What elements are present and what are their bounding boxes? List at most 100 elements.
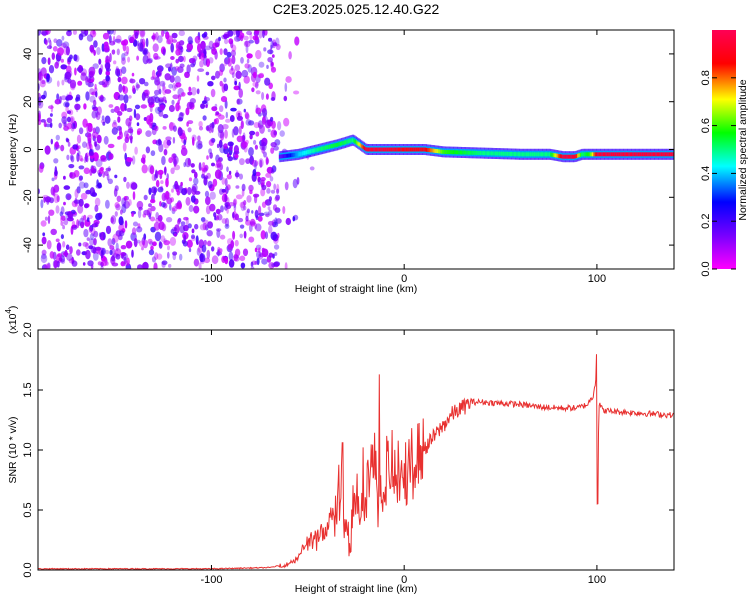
noise-blob [177,100,180,105]
y-tick-label: 0 [22,146,34,152]
noise-blob [227,57,232,67]
noise-blob [263,47,267,52]
noise-blob [265,199,269,205]
carrier-core [381,147,384,152]
noise-blob [46,117,53,124]
noise-blob [150,150,156,157]
noise-blob [220,205,224,213]
noise-blob [120,209,123,215]
noise-blob [223,48,228,56]
carrier-core [289,153,293,158]
noise-blob [216,162,224,171]
noise-blob [173,233,177,237]
noise-blob [41,264,48,269]
noise-blob [196,239,199,246]
noise-blob [83,103,87,110]
noise-blob [233,30,237,36]
noise-blob [55,238,60,243]
noise-blob [168,83,174,89]
carrier-core [416,147,419,152]
carrier-core [376,147,379,152]
noise-blob [270,44,273,50]
noise-blob [135,113,141,121]
noise-blob [235,30,240,38]
noise-blob [294,36,300,46]
noise-blob [66,110,72,114]
noise-blob [208,40,214,49]
carrier-core [500,151,503,156]
noise-blob [50,138,53,145]
carrier-core [629,152,633,157]
carrier-core [583,152,587,157]
noise-blob [89,144,93,150]
noise-blob [282,206,286,214]
noise-blob [131,155,136,165]
noise-blob [288,51,292,60]
noise-blob [266,64,269,69]
noise-blob [247,52,250,61]
noise-blob [105,71,110,76]
noise-blob [243,205,247,211]
carrier-core [498,151,502,156]
noise-blob [231,55,236,65]
noise-blob [159,104,165,111]
noise-blob [56,195,60,203]
noise-blob [199,253,206,263]
snr-scale-label: (x104) [4,306,19,334]
y-tick-label: 0.5 [22,502,34,517]
noise-blob [121,197,127,207]
carrier-core [594,152,597,157]
noise-blob [107,30,114,35]
noise-blob [170,197,175,203]
noise-blob [65,193,72,201]
noise-blob [129,181,137,190]
noise-blob [240,35,244,42]
noise-blob [161,201,166,208]
noise-blob [59,96,62,104]
noise-blob [257,215,263,222]
carrier-core [575,154,579,159]
noise-blob [230,107,237,112]
noise-blob [238,81,241,90]
carrier-core [295,152,298,157]
noise-blob [65,137,69,142]
noise-blob [242,132,246,141]
noise-blob [196,247,201,256]
noise-blob [85,189,92,195]
carrier-core [494,151,498,156]
noise-blob [214,50,218,60]
noise-blob [250,266,255,269]
noise-blob [279,130,285,137]
carrier-core [548,152,552,157]
noise-blob [190,195,196,203]
carrier-core [560,154,564,159]
noise-blob [54,169,58,177]
x-tick-label: 0 [401,273,407,285]
noise-blob [194,190,201,195]
noise-blob [78,177,83,182]
noise-blob [97,182,102,189]
noise-blob [190,163,195,168]
carrier-core [591,152,595,157]
colorbar-tick-label: 0.8 [700,70,712,85]
noise-blob [111,49,116,55]
noise-blob [56,242,62,252]
noise-blob [267,206,271,211]
noise-blob [174,66,180,71]
noise-blob [60,234,64,240]
carrier-core [640,152,643,157]
noise-blob [77,150,81,157]
carrier-core [467,150,471,155]
carrier-core [463,150,467,155]
noise-blob [56,80,60,87]
noise-blob [270,60,273,68]
carrier-core [490,151,494,156]
noise-blob [126,181,130,189]
carrier-core [354,139,357,144]
carrier-core [586,152,589,157]
carrier-core [544,152,548,157]
noise-blob [188,177,193,182]
noise-blob [245,119,252,126]
noise-blob [200,40,206,50]
